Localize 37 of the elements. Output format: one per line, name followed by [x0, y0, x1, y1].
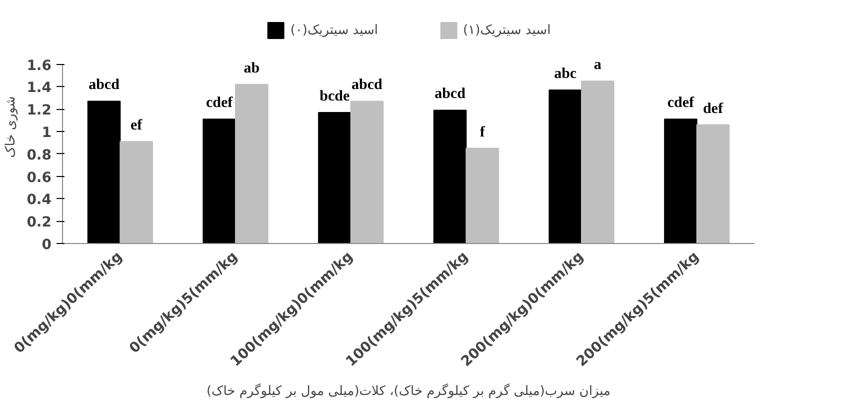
bar: [235, 84, 268, 244]
y-tick-label: 0.4: [26, 192, 52, 208]
data-label: abcd: [434, 86, 466, 102]
data-label: bcde: [320, 88, 350, 104]
bar: [581, 80, 614, 244]
bar: [318, 112, 352, 244]
data-label: abcd: [352, 77, 384, 94]
data-label: a: [594, 57, 602, 74]
data-label: ab: [244, 60, 260, 76]
bar: [466, 148, 499, 244]
data-label: def: [702, 100, 724, 117]
bar: [548, 90, 582, 244]
y-tick-label: 1.6: [26, 58, 52, 74]
y-axis-title: شوری خاک: [4, 96, 19, 158]
data-label: cdef: [667, 95, 696, 112]
bar: [120, 141, 153, 244]
y-tick-label: 1.4: [26, 80, 52, 96]
x-axis-title: میزان سرب(میلی گرم بر کیلوگرم خاک)، کلات(میلی مول بر کیلوگرم خاک): [206, 382, 611, 399]
legend-label: اسید سیتریک(۰): [290, 22, 378, 38]
data-label: ef: [130, 118, 144, 134]
bar: [87, 100, 121, 244]
y-tick-label: 1.2: [26, 102, 52, 119]
y-tick-label: 0.8: [26, 147, 52, 164]
bar: [664, 118, 698, 244]
bar: [350, 100, 384, 244]
y-tick-label: 1: [42, 124, 52, 141]
y-tick-label: 0.6: [26, 170, 52, 186]
bar: [433, 110, 467, 244]
bar: [202, 118, 236, 244]
data-label: f: [480, 124, 486, 140]
data-label: abc: [554, 66, 577, 82]
bar: [696, 124, 730, 244]
y-tick-label: 0.2: [26, 214, 52, 231]
y-tick-label: 0: [42, 237, 52, 253]
data-label: abcd: [88, 77, 120, 94]
legend-label: اسید سیتریک(۱): [463, 22, 551, 38]
data-label: cdef: [206, 95, 234, 112]
